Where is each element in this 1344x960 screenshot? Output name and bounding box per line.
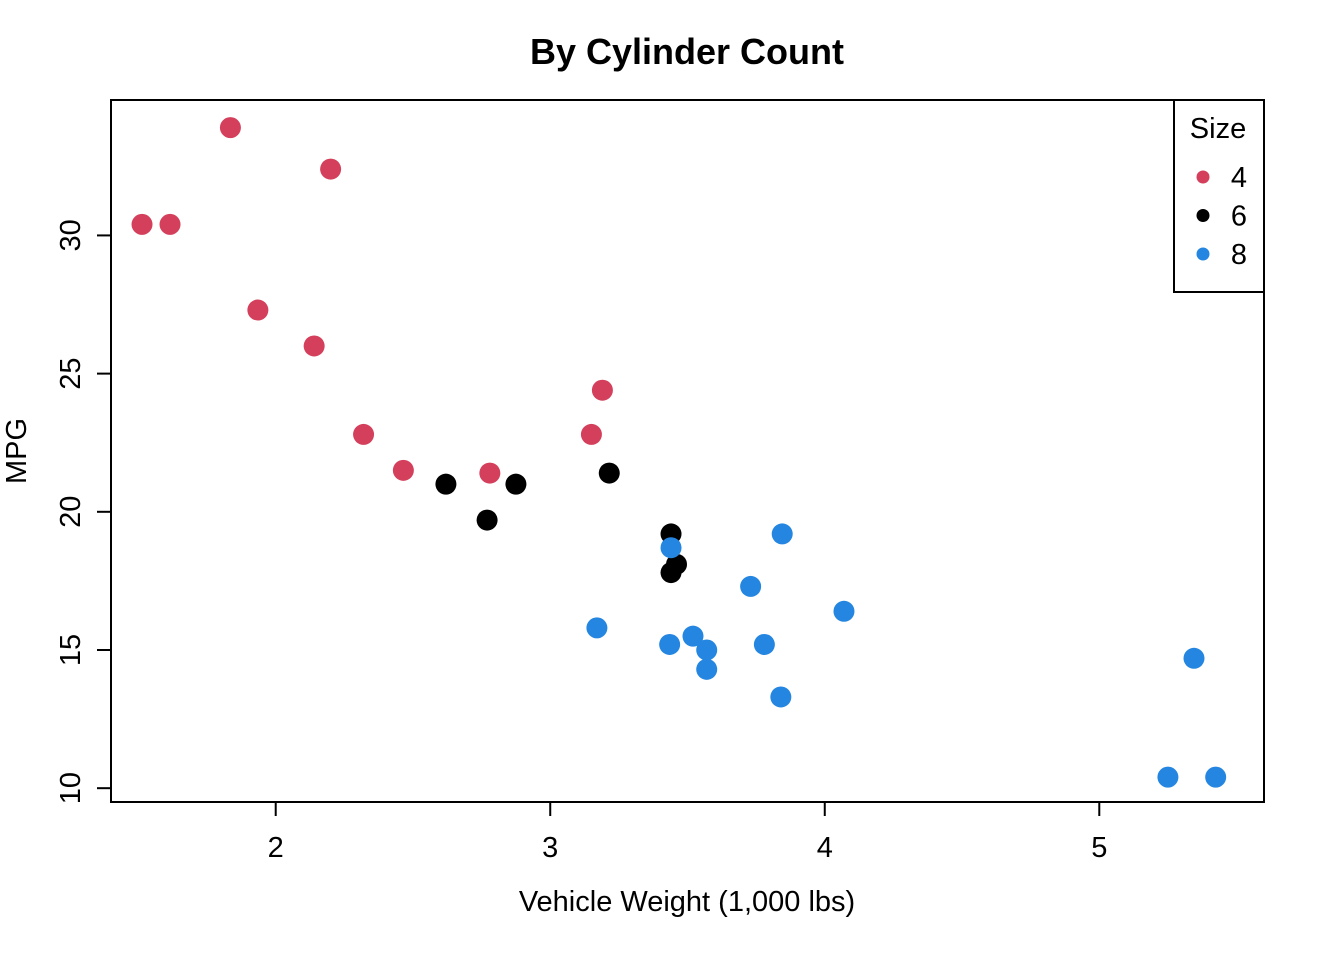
data-point — [1157, 766, 1179, 788]
data-point — [353, 423, 375, 445]
data-point — [320, 158, 342, 180]
legend-marker — [1196, 170, 1210, 184]
data-point — [159, 213, 181, 235]
plot-frame — [110, 99, 1265, 803]
y-axis-label: MPG — [1, 418, 33, 484]
data-point — [392, 459, 414, 481]
legend-title: Size — [1190, 113, 1246, 145]
data-point — [771, 523, 793, 545]
x-tick-label: 5 — [1091, 832, 1107, 864]
chart-title: By Cylinder Count — [530, 31, 844, 72]
data-point — [696, 639, 718, 661]
data-point — [696, 658, 718, 680]
data-point — [580, 423, 602, 445]
x-tick-label: 4 — [817, 832, 833, 864]
data-point — [740, 575, 762, 597]
legend-marker — [1196, 247, 1210, 261]
y-axis: 10 15 20 25 30 — [55, 219, 111, 804]
data-point — [1183, 647, 1205, 669]
series-8-points — [586, 523, 1227, 788]
x-axis-label: Vehicle Weight (1,000 lbs) — [519, 886, 855, 918]
y-tick-label: 10 — [55, 772, 87, 804]
data-point — [479, 462, 501, 484]
legend-marker — [1196, 209, 1210, 222]
y-tick-label: 20 — [55, 496, 87, 528]
legend-entry-label: 8 — [1231, 239, 1247, 271]
data-point — [659, 633, 681, 655]
series-6-points — [435, 462, 688, 584]
x-axis: 2 3 4 5 — [268, 802, 1107, 864]
data-point — [435, 473, 457, 495]
data-point — [666, 553, 688, 575]
data-point — [833, 600, 855, 622]
data-point — [770, 686, 792, 708]
data-point — [591, 379, 613, 401]
legend-entry-label: 4 — [1231, 162, 1247, 194]
x-tick-label: 2 — [268, 832, 284, 864]
data-point — [660, 537, 682, 559]
data-point — [1205, 766, 1227, 788]
data-point — [219, 117, 241, 139]
series-4-points — [131, 117, 613, 484]
data-point — [753, 633, 775, 655]
data-point — [131, 213, 153, 235]
data-point — [247, 299, 269, 321]
data-point — [682, 625, 704, 647]
data-point — [476, 509, 498, 531]
legend: Size 4 6 8 — [1173, 99, 1265, 293]
data-point — [303, 335, 325, 357]
x-tick-label: 3 — [542, 832, 558, 864]
data-point — [586, 617, 608, 639]
data-point — [598, 462, 620, 484]
y-tick-label: 30 — [55, 219, 87, 251]
legend-entry-label: 6 — [1231, 201, 1247, 233]
data-points — [131, 117, 1227, 788]
y-tick-label: 15 — [55, 634, 87, 666]
legend-box — [1173, 99, 1265, 293]
data-point — [505, 473, 527, 495]
y-tick-label: 25 — [55, 357, 87, 389]
